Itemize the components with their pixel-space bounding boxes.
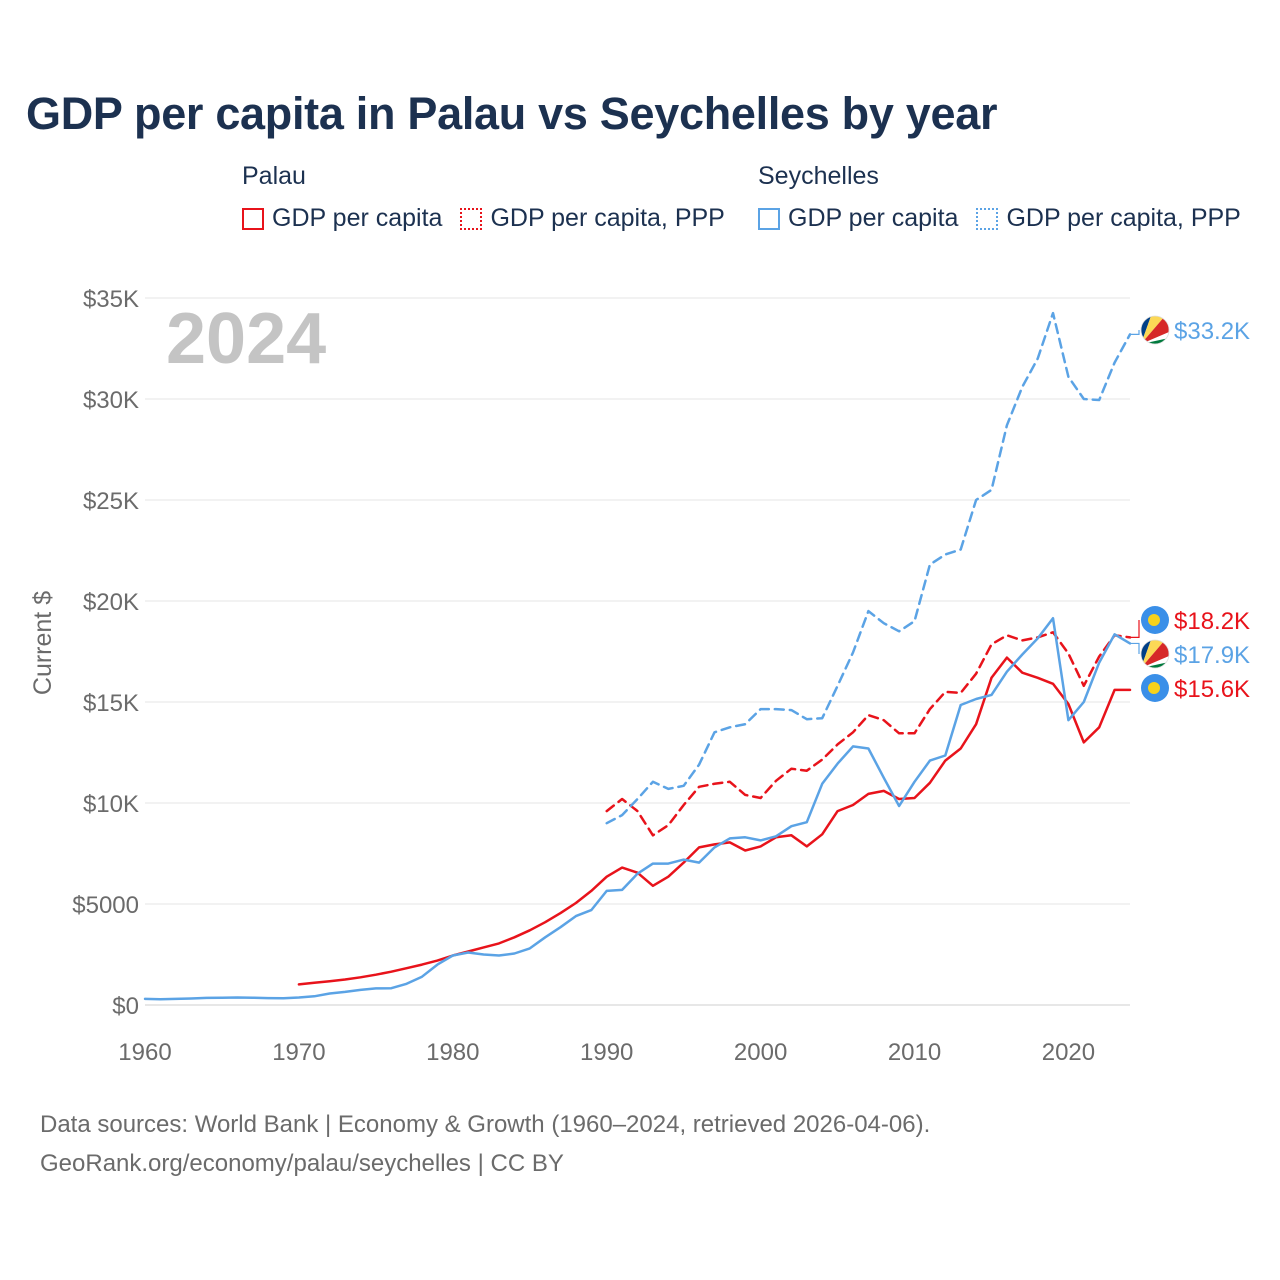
y-tick-label: $25K <box>83 488 139 515</box>
legend-swatch-dotted-icon <box>460 207 483 230</box>
legend-swatch-solid-icon <box>758 207 780 230</box>
x-tick-label: 1970 <box>272 1039 325 1066</box>
seychelles-flag-icon <box>1140 639 1170 669</box>
legend-group-seychelles: Seychelles GDP per capita GDP per capita… <box>758 162 1259 233</box>
footer: Data sources: World Bank | Economy & Gro… <box>40 1105 930 1183</box>
end-value-label: $17.9K <box>1174 642 1250 669</box>
y-tick-label: $5000 <box>72 892 139 919</box>
x-tick-label: 1960 <box>118 1039 171 1066</box>
footer-credit: GeoRank.org/economy/palau/seychelles | C… <box>40 1150 564 1177</box>
footer-sources: Data sources: World Bank | Economy & Gro… <box>40 1111 931 1138</box>
y-tick-label: $30K <box>83 387 139 414</box>
end-value-label: $33.2K <box>1174 318 1250 345</box>
legend-group-palau: Palau GDP per capita GDP per capita, PPP <box>242 162 743 233</box>
legend-item-palau-gdp[interactable]: GDP per capita <box>242 204 442 233</box>
y-axis-label: Current $ <box>29 591 57 695</box>
series-line-3[interactable] <box>605 311 1132 825</box>
end-value-label: $15.6K <box>1174 676 1250 703</box>
axis-layer: $0 $5000 $10K $15K $20K $25K $30K $35K 1960 1970 1… <box>72 286 1095 1066</box>
legend-label: GDP per capita <box>788 204 959 232</box>
end-label-leader <box>1130 620 1140 638</box>
x-tick-label: 2010 <box>888 1039 941 1066</box>
y-tick-label: $0 <box>112 993 139 1020</box>
seychelles-flag-icon <box>1140 315 1170 345</box>
end-label-layer: $15.6K $18.2K $17.9K $33.2K <box>1130 315 1250 703</box>
x-tick-label: 2000 <box>734 1039 787 1066</box>
end-value-label: $18.2K <box>1174 608 1250 635</box>
legend-heading-palau: Palau <box>242 162 306 190</box>
y-tick-label: $15K <box>83 690 139 717</box>
legend-label: GDP per capita <box>272 204 443 232</box>
grid-layer <box>145 297 1130 1006</box>
series-line-0[interactable] <box>297 656 1132 986</box>
series-line-2[interactable] <box>143 616 1132 1001</box>
legend-heading-seychelles: Seychelles <box>758 162 879 190</box>
legend-item-palau-gdp-ppp[interactable]: GDP per capita, PPP <box>460 204 725 233</box>
chart-title: GDP per capita in Palau vs Seychelles by… <box>26 88 998 139</box>
legend-item-seychelles-gdp-ppp[interactable]: GDP per capita, PPP <box>976 204 1241 233</box>
end-label-leader <box>1130 330 1140 335</box>
series-layer <box>143 311 1132 1001</box>
legend-label: GDP per capita, PPP <box>1006 204 1241 232</box>
legend-swatch-solid-icon <box>242 207 264 230</box>
palau-flag-icon <box>1141 674 1169 702</box>
legend-label: GDP per capita, PPP <box>490 204 725 232</box>
legend-item-seychelles-gdp[interactable]: GDP per capita <box>758 204 958 233</box>
series-line-1[interactable] <box>605 631 1132 837</box>
y-tick-label: $10K <box>83 791 139 818</box>
x-tick-label: 1980 <box>426 1039 479 1066</box>
x-tick-label: 1990 <box>580 1039 633 1066</box>
end-label-leader <box>1130 642 1140 654</box>
year-watermark: 2024 <box>166 299 326 379</box>
palau-flag-icon <box>1141 606 1169 634</box>
y-tick-label: $35K <box>83 286 139 313</box>
x-tick-label: 2020 <box>1042 1039 1095 1066</box>
y-tick-label: $20K <box>83 589 139 616</box>
legend-swatch-dotted-icon <box>976 207 999 230</box>
